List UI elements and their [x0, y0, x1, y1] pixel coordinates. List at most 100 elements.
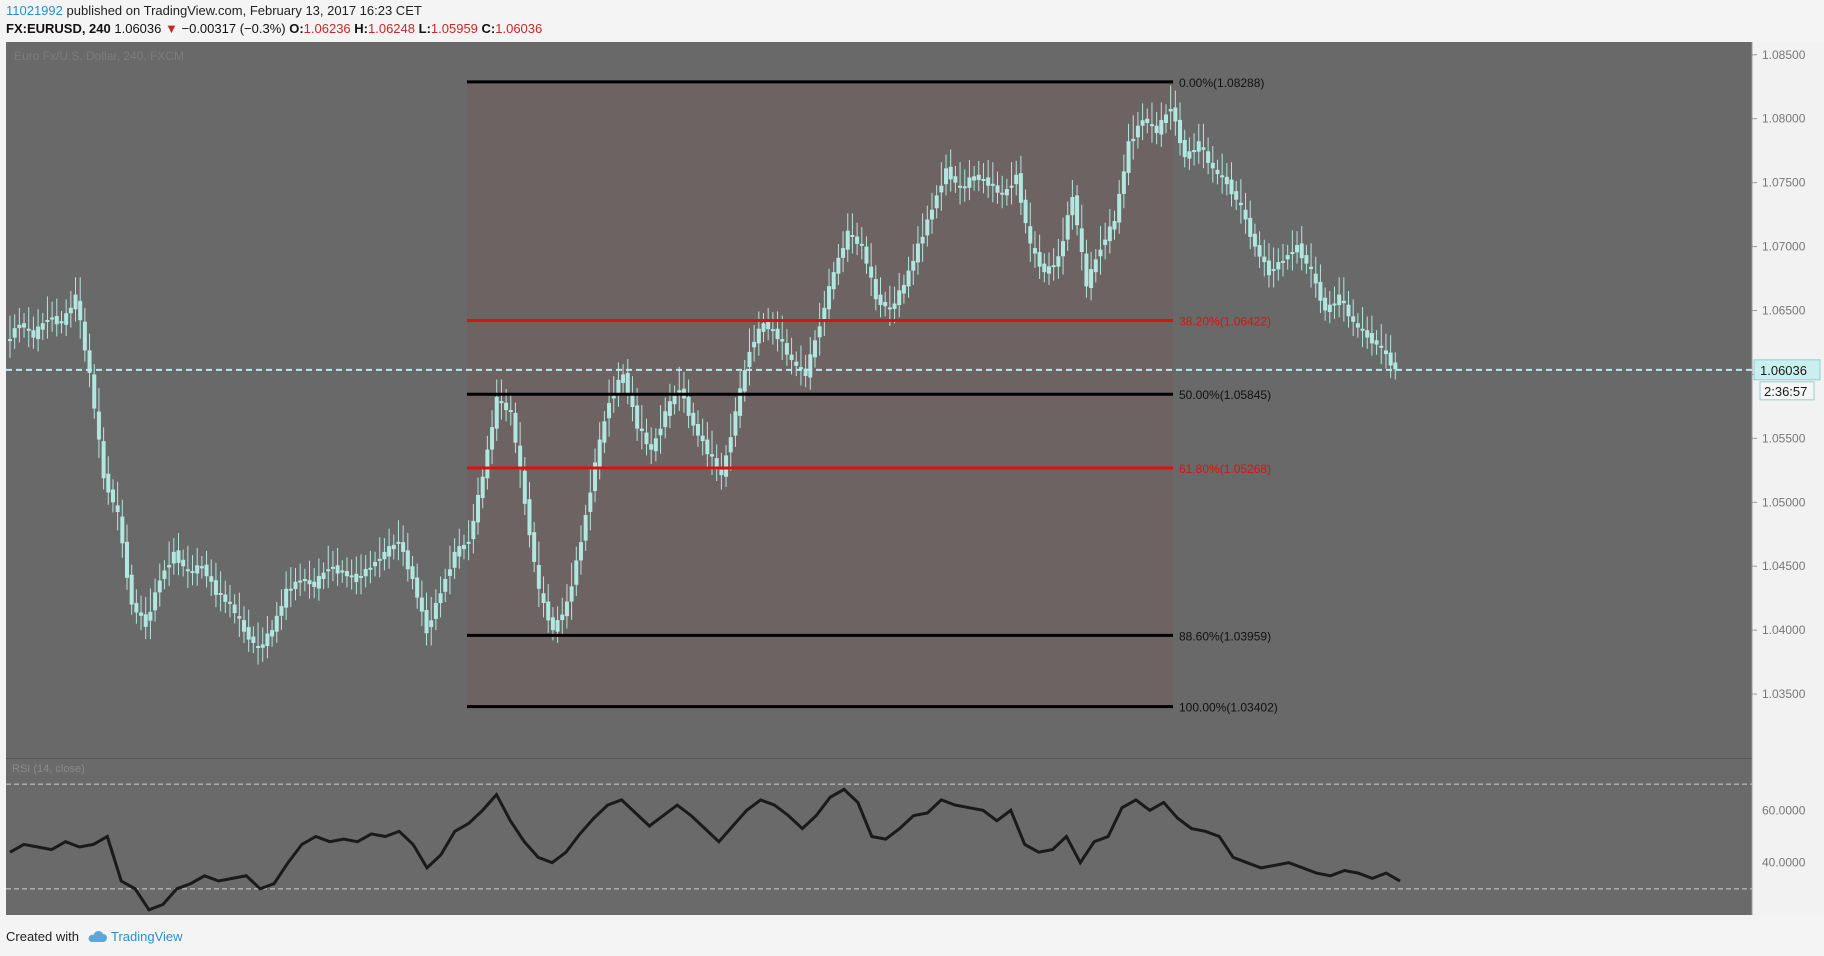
candle-body [1056, 256, 1061, 267]
candle-body [1093, 259, 1098, 273]
candle-body [1299, 243, 1304, 259]
fib-level-label: 50.00%(1.05845) [1179, 388, 1271, 402]
countdown-label: 2:36:57 [1764, 384, 1807, 399]
candle-body [691, 412, 696, 426]
candle-body [588, 492, 593, 513]
candle-body [181, 559, 186, 567]
y-tick-label: 1.05500 [1762, 431, 1806, 445]
candle-body [1374, 340, 1379, 345]
candle-body [209, 576, 214, 582]
candle-body [1229, 179, 1234, 195]
candle-body [990, 183, 995, 186]
candle-body [1065, 215, 1070, 240]
candle-body [822, 307, 827, 322]
candle-body [1248, 217, 1253, 237]
candle-body [176, 550, 181, 563]
candle-body [1271, 269, 1276, 272]
candle-body [887, 307, 892, 310]
candle-body [1224, 176, 1229, 185]
candle-body [859, 243, 864, 246]
rsi-tick-label: 40.0000 [1762, 856, 1806, 870]
candle-body [1084, 253, 1089, 287]
candle-body [45, 319, 50, 322]
candle-body [855, 236, 860, 244]
price-axis [1752, 42, 1824, 915]
candle-body [1163, 114, 1168, 123]
candle-body [382, 551, 387, 560]
candle-body [593, 462, 598, 492]
candle-body [929, 209, 934, 220]
candle-body [298, 580, 303, 583]
candle-body [1182, 140, 1187, 158]
candle-body [728, 437, 733, 453]
candle-body [686, 396, 691, 416]
candle-body [1121, 171, 1126, 194]
candle-body [171, 551, 176, 564]
fib-level-label: 100.00%(1.03402) [1179, 701, 1278, 715]
candle-body [115, 505, 120, 513]
candle-body [789, 354, 794, 361]
candle-body [508, 410, 513, 413]
candle-body [630, 393, 635, 407]
price-chart[interactable]: Euro Fx/U.S. Dollar, 240, FXCM 1.08500 1.0… [0, 40, 1824, 920]
candle-body [50, 317, 55, 320]
candle-body [265, 633, 270, 646]
candle-body [330, 566, 335, 569]
candle-body [901, 284, 906, 294]
candle-body [546, 601, 551, 621]
candle-body [87, 350, 92, 373]
candle-body [934, 195, 939, 209]
change-value: −0.00317 (−0.3%) [181, 21, 286, 36]
candle-body [1117, 193, 1122, 223]
candle-body [1280, 260, 1285, 263]
candle-body [841, 248, 846, 258]
candle-body [742, 370, 747, 392]
candle-body [246, 627, 251, 640]
candle-body [1168, 108, 1173, 112]
candle-body [948, 166, 953, 180]
candle-body [574, 560, 579, 585]
candle-body [1365, 330, 1370, 338]
candle-body [471, 520, 476, 540]
candle-body [583, 515, 588, 541]
candle-body [237, 616, 242, 619]
candle-body [1159, 119, 1164, 135]
candle-body [139, 612, 144, 616]
candle-body [480, 476, 485, 499]
candle-body [700, 435, 705, 442]
candle-body [625, 372, 630, 394]
candle-body [967, 177, 972, 188]
candle-body [738, 388, 743, 416]
candle-body [373, 561, 378, 567]
candle-body [1369, 333, 1374, 344]
tradingview-link[interactable]: TradingView [87, 929, 183, 944]
candle-body [1042, 263, 1047, 273]
candle-body [461, 544, 466, 550]
candle-body [279, 606, 284, 616]
low-value: 1.05959 [430, 21, 478, 36]
candle-body [944, 168, 949, 185]
candle-body [1149, 124, 1154, 127]
rsi-tick-label: 60.0000 [1762, 803, 1806, 817]
candle-body [54, 315, 59, 325]
candle-body [1243, 209, 1248, 220]
candle-body [125, 541, 130, 578]
candle-body [756, 328, 761, 344]
candle-body [17, 324, 22, 329]
candle-body [1140, 120, 1145, 126]
candle-body [476, 494, 481, 523]
author-link[interactable]: 11021992 [6, 3, 63, 18]
candle-body [672, 395, 677, 405]
y-tick-label: 1.03500 [1762, 687, 1806, 701]
candle-body [22, 323, 27, 328]
candle-body [110, 489, 115, 503]
candle-body [415, 577, 420, 598]
candle-body [391, 544, 396, 550]
candle-body [499, 401, 504, 404]
candle-body [653, 438, 658, 452]
candle-body [1252, 233, 1257, 247]
candle-body [710, 454, 715, 457]
candle-body [1210, 162, 1215, 169]
candle-body [761, 323, 766, 332]
candle-body [377, 558, 382, 561]
